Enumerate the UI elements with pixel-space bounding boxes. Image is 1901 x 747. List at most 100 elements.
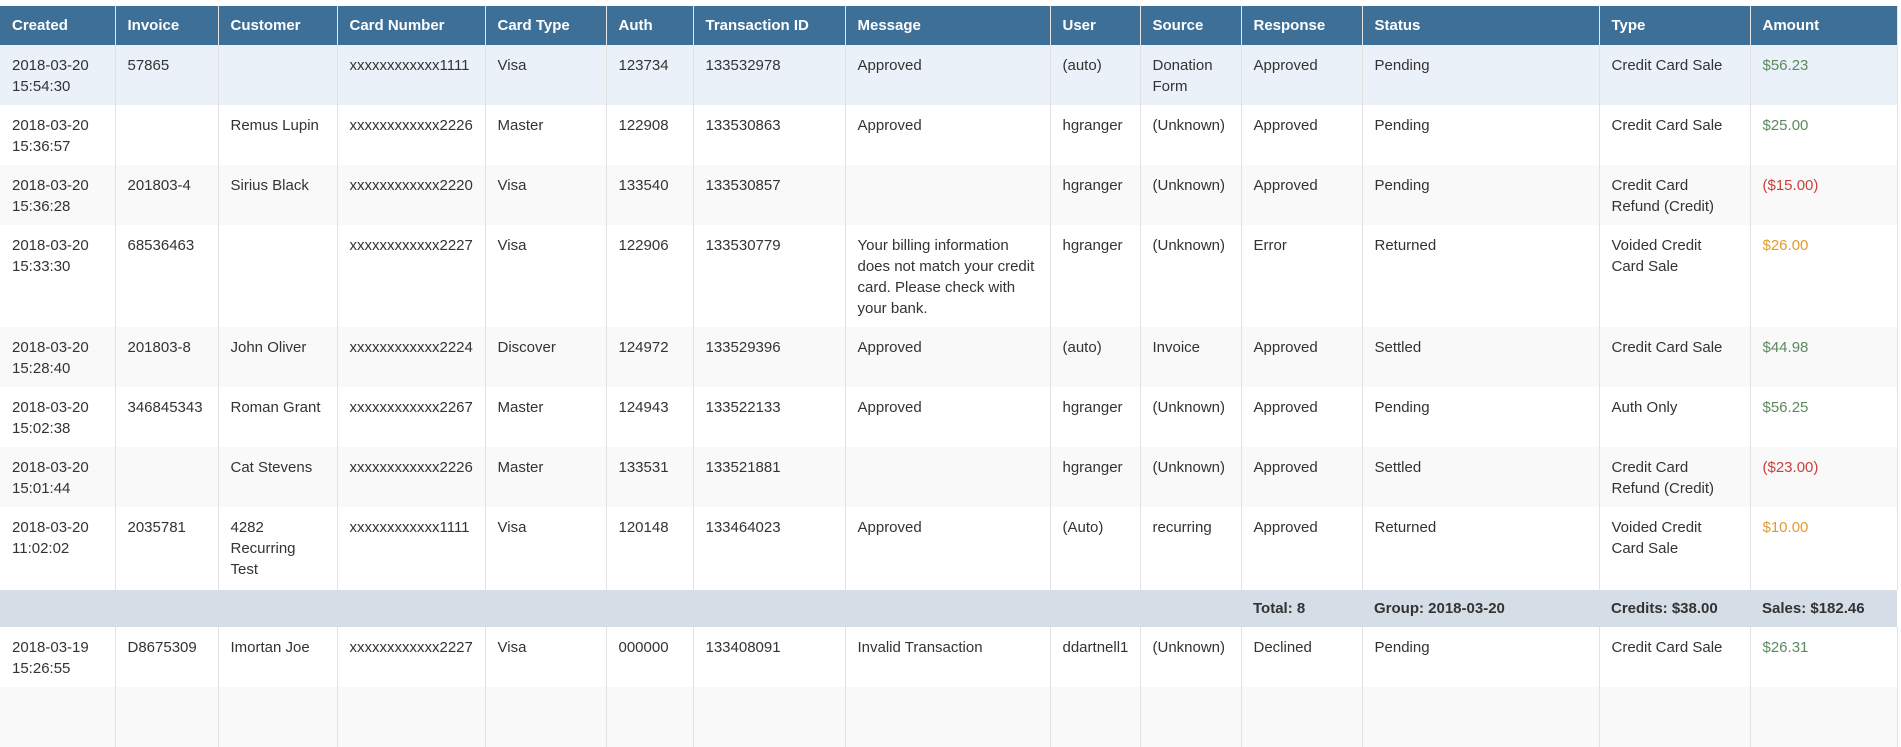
cell-user: hgranger — [1050, 447, 1141, 507]
cell-response: Approved — [1241, 165, 1363, 225]
column-header-transaction-id[interactable]: Transaction ID — [693, 6, 846, 45]
cell-txn: 133530779 — [693, 225, 846, 327]
table-row[interactable]: 2018-03-20 15:28:40 201803-8 John Oliver xx… — [0, 327, 1898, 387]
cell-invoice: 2035781 — [115, 507, 219, 590]
cell-card: xxxxxxxxxxxx2226 — [337, 105, 486, 165]
cell-txn: 133464023 — [693, 507, 846, 590]
cell-message: Approved — [845, 327, 1051, 387]
cell-auth: 124943 — [606, 387, 694, 447]
column-header-type[interactable]: Type — [1599, 6, 1751, 45]
cell-user: (auto) — [1050, 327, 1141, 387]
cell-source: (Unknown) — [1140, 165, 1242, 225]
cell-amount: ($15.00) — [1750, 165, 1898, 225]
cell-message: Approved — [845, 105, 1051, 165]
column-header-card-type[interactable]: Card Type — [485, 6, 607, 45]
cell-created: 2018-03-20 15:01:44 — [0, 447, 116, 507]
column-header-auth[interactable]: Auth — [606, 6, 694, 45]
cell-created: 2018-03-19 15:26:55 — [0, 627, 116, 687]
cell-created: 2018-03-20 15:28:40 — [0, 327, 116, 387]
cell-message: Approved — [845, 387, 1051, 447]
cell-txn: 133521881 — [693, 447, 846, 507]
cell-customer: Roman Grant — [218, 387, 338, 447]
cell-status: Settled — [1362, 447, 1600, 507]
column-header-response[interactable]: Response — [1241, 6, 1363, 45]
cell — [337, 687, 486, 747]
cell-amount: $56.23 — [1750, 45, 1898, 105]
cell-type: Voided Credit Card Sale — [1599, 225, 1751, 327]
cell-txn: 133532978 — [693, 45, 846, 105]
group-summary-row: Total: 8 Group: 2018-03-20 Credits: $38.00… — [0, 590, 1897, 627]
transactions-table: Created Invoice Customer Card Number Card Ty… — [0, 6, 1898, 747]
table-row[interactable]: 2018-03-20 15:01:44 Cat Stevens xxxxxxxxxx… — [0, 447, 1898, 507]
cell-user: hgranger — [1050, 105, 1141, 165]
cell-auth: 120148 — [606, 507, 694, 590]
cell-auth: 000000 — [606, 627, 694, 687]
table-row[interactable]: 2018-03-19 15:26:55 D8675309 Imortan Joe xx… — [0, 627, 1898, 687]
cell-auth: 122908 — [606, 105, 694, 165]
column-header-status[interactable]: Status — [1362, 6, 1600, 45]
cell-source: Invoice — [1140, 327, 1242, 387]
cell-response: Approved — [1241, 507, 1363, 590]
cell-user: hgranger — [1050, 225, 1141, 327]
cell-source: (Unknown) — [1140, 387, 1242, 447]
cell-message: Approved — [845, 45, 1051, 105]
cell-customer — [218, 45, 338, 105]
column-header-message[interactable]: Message — [845, 6, 1051, 45]
cell-card: xxxxxxxxxxxx2220 — [337, 165, 486, 225]
cell-customer: 4282 Recurring Test — [218, 507, 338, 590]
table-header: Created Invoice Customer Card Number Card Ty… — [0, 6, 1898, 45]
cell-status: Settled — [1362, 327, 1600, 387]
cell-response: Approved — [1241, 105, 1363, 165]
cell-status: Pending — [1362, 387, 1600, 447]
cell-txn: 133529396 — [693, 327, 846, 387]
cell-card: xxxxxxxxxxxx2226 — [337, 447, 486, 507]
cell-message: Approved — [845, 507, 1051, 590]
column-header-source[interactable]: Source — [1140, 6, 1242, 45]
table-row[interactable]: 2018-03-20 11:02:02 2035781 4282 Recurring… — [0, 507, 1898, 590]
table-row[interactable]: 2018-03-20 15:33:30 68536463 xxxxxxxxxxxx2… — [0, 225, 1898, 327]
table-row[interactable]: 2018-03-20 15:02:38 346845343 Roman Grant x… — [0, 387, 1898, 447]
cell-response: Approved — [1241, 45, 1363, 105]
table-row[interactable]: 2018-03-20 15:36:57 Remus Lupin xxxxxxxxxx… — [0, 105, 1898, 165]
cell-source: (Unknown) — [1140, 105, 1242, 165]
table-row[interactable] — [0, 687, 1898, 747]
cell-invoice: 346845343 — [115, 387, 219, 447]
cell-status: Pending — [1362, 627, 1600, 687]
table-row[interactable]: 2018-03-20 15:54:30 57865 xxxxxxxxxxxx1111… — [0, 45, 1898, 105]
cell-customer: Imortan Joe — [218, 627, 338, 687]
cell — [693, 687, 846, 747]
cell-invoice: 201803-4 — [115, 165, 219, 225]
cell-created: 2018-03-20 15:02:38 — [0, 387, 116, 447]
cell-created: 2018-03-20 15:33:30 — [0, 225, 116, 327]
cell-invoice — [115, 447, 219, 507]
cell — [1750, 687, 1898, 747]
cell-type: Auth Only — [1599, 387, 1751, 447]
cell — [1599, 687, 1751, 747]
cell-type: Voided Credit Card Sale — [1599, 507, 1751, 590]
cell-source: (Unknown) — [1140, 447, 1242, 507]
cell-status: Pending — [1362, 165, 1600, 225]
cell-response: Approved — [1241, 327, 1363, 387]
column-header-card-number[interactable]: Card Number — [337, 6, 486, 45]
cell-auth: 123734 — [606, 45, 694, 105]
column-header-amount[interactable]: Amount — [1750, 6, 1898, 45]
column-header-customer[interactable]: Customer — [218, 6, 338, 45]
cell-txn: 133408091 — [693, 627, 846, 687]
cell-customer: Sirius Black — [218, 165, 338, 225]
column-header-user[interactable]: User — [1050, 6, 1141, 45]
cell-invoice: 201803-8 — [115, 327, 219, 387]
cell-status: Returned — [1362, 225, 1600, 327]
cell-status: Returned — [1362, 507, 1600, 590]
cell-amount: ($23.00) — [1750, 447, 1898, 507]
cell-user: ddartnell1 — [1050, 627, 1141, 687]
cell-response: Declined — [1241, 627, 1363, 687]
cell-type: Credit Card Sale — [1599, 327, 1751, 387]
cell-message — [845, 165, 1051, 225]
table-row[interactable]: 2018-03-20 15:36:28 201803-4 Sirius Black x… — [0, 165, 1898, 225]
cell-user: hgranger — [1050, 387, 1141, 447]
column-header-invoice[interactable]: Invoice — [115, 6, 219, 45]
column-header-created[interactable]: Created — [0, 6, 116, 45]
cell-amount: $44.98 — [1750, 327, 1898, 387]
cell — [1050, 687, 1141, 747]
cell-response: Error — [1241, 225, 1363, 327]
